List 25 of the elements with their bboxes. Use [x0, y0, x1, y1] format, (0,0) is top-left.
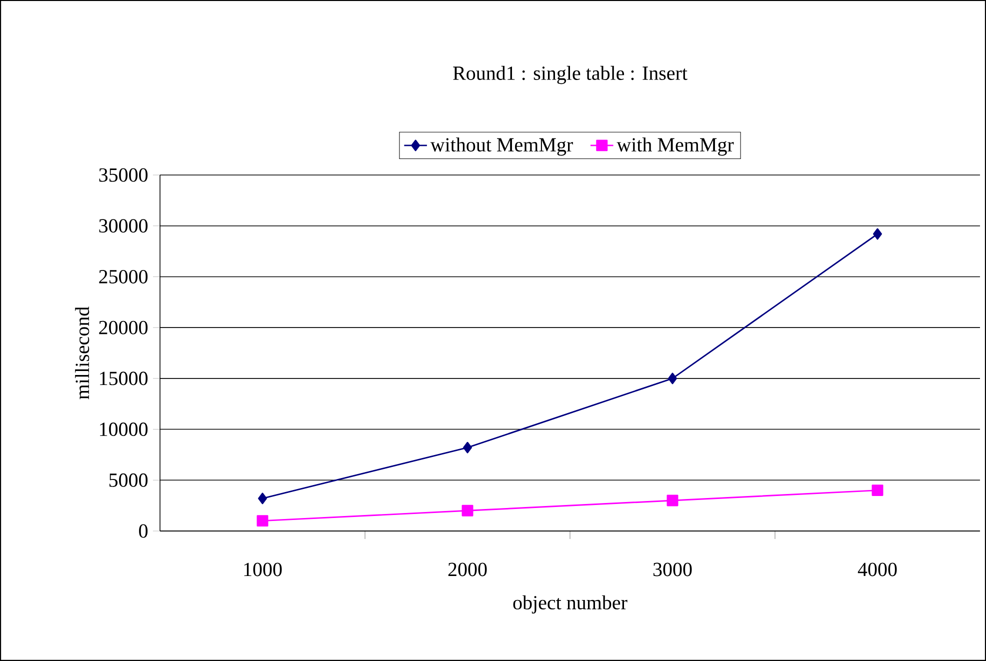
point: [873, 228, 882, 240]
x-axis-title: object number: [513, 595, 628, 614]
x-tick-label: 4000: [858, 562, 897, 576]
legend-label: without MemMgr: [430, 138, 573, 156]
y-tick-label: 20000: [99, 320, 148, 334]
point: [668, 372, 677, 384]
point: [666, 494, 678, 506]
point: [462, 504, 474, 516]
y-tick-label: 15000: [100, 372, 148, 386]
y-tick-label: 0: [139, 524, 148, 538]
chart-title: Round1 : single table : Insert: [453, 66, 688, 84]
point: [258, 492, 267, 504]
x-tick-label: 1000: [244, 562, 282, 576]
y-tick-label: 10000: [100, 422, 148, 436]
legend-label: with MemMgr: [616, 138, 734, 156]
x-tick-label: 3000: [653, 562, 692, 576]
y-tick-label: 5000: [109, 473, 148, 487]
y-axis-title: millisecond: [75, 306, 90, 400]
point: [872, 484, 884, 496]
y-tick-label: 35000: [99, 168, 148, 182]
x-tick-label: 2000: [448, 562, 487, 576]
y-tick-label: 30000: [99, 219, 148, 233]
y-tick-label: 25000: [99, 270, 148, 284]
point: [463, 442, 472, 454]
point: [256, 515, 268, 527]
